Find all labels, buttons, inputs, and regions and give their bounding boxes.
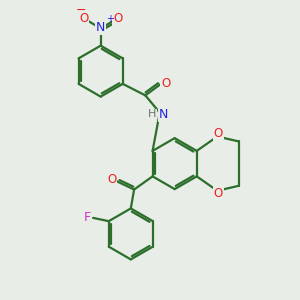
- Text: O: O: [113, 12, 122, 25]
- Text: N: N: [159, 108, 169, 121]
- Text: N: N: [96, 21, 105, 34]
- Text: O: O: [161, 76, 170, 90]
- Text: H: H: [148, 109, 157, 119]
- Text: O: O: [107, 173, 116, 186]
- Text: O: O: [214, 187, 223, 200]
- Text: O: O: [214, 127, 223, 140]
- Text: +: +: [106, 14, 114, 24]
- Text: −: −: [76, 4, 86, 16]
- Text: F: F: [83, 211, 91, 224]
- Text: O: O: [79, 12, 88, 25]
